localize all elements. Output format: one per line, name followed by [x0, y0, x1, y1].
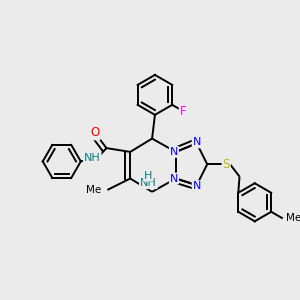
Text: Me: Me [86, 185, 102, 195]
Text: O: O [90, 126, 100, 140]
Text: N: N [193, 181, 201, 191]
Text: NH: NH [84, 153, 100, 163]
Text: N: N [170, 147, 178, 157]
Text: Me: Me [286, 213, 300, 224]
Text: N: N [193, 137, 201, 147]
Text: S: S [223, 158, 230, 171]
Text: H: H [144, 171, 152, 181]
Text: F: F [180, 104, 186, 118]
Text: NH: NH [140, 178, 157, 188]
Text: N: N [170, 173, 178, 184]
